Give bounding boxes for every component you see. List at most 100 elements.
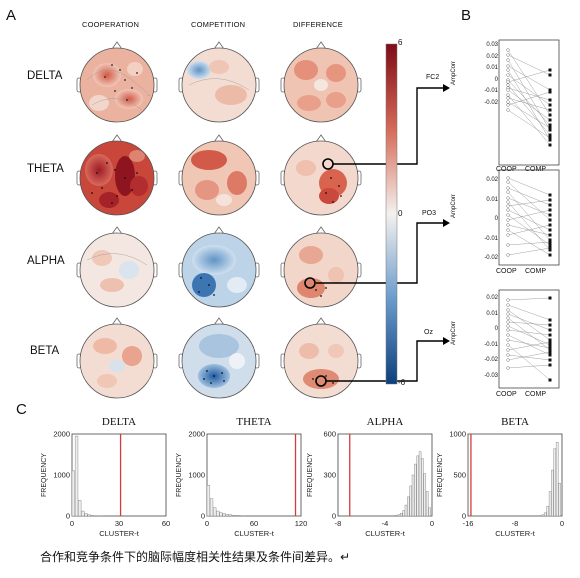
topomap-beta-cooperation bbox=[76, 317, 158, 399]
row-header-delta: DELTA bbox=[27, 70, 63, 82]
hist-bar bbox=[225, 514, 229, 517]
yticks-plot3: 0.02 0.01 0 -0.01 -0.02 -0.03 bbox=[478, 291, 498, 384]
topomap-delta-competition bbox=[178, 41, 260, 123]
colorbar-tick-max: 6 bbox=[398, 38, 403, 47]
ytick: -0.02 bbox=[484, 357, 498, 363]
topomap-theta-cooperation bbox=[76, 134, 158, 216]
connector-fc2 bbox=[333, 87, 443, 165]
x-tick-label: 0 bbox=[430, 519, 434, 528]
colorbar-tick-zero: 0 bbox=[398, 209, 403, 218]
hist-bar bbox=[206, 485, 211, 517]
hist-bar bbox=[558, 483, 561, 517]
hist-bar bbox=[216, 510, 220, 517]
hist-bar bbox=[87, 514, 91, 517]
colorbar-tick-min: -6 bbox=[398, 378, 406, 387]
hist-title-beta: BETA bbox=[501, 416, 529, 428]
hist-bar bbox=[421, 458, 424, 517]
x-tick-label: -16 bbox=[463, 519, 474, 528]
arrowhead-oz bbox=[443, 337, 450, 345]
ytick: 0.02 bbox=[486, 53, 498, 60]
y-tick-label: 0 bbox=[462, 512, 466, 521]
ytick: -0.01 bbox=[484, 235, 498, 242]
y-axis-label: FREQUENCY bbox=[41, 453, 48, 497]
ytick: -0.01 bbox=[484, 88, 498, 94]
ytick: 0.01 bbox=[486, 196, 498, 203]
y-tick-label: 0 bbox=[332, 512, 336, 521]
hist-bar bbox=[409, 485, 412, 517]
hist-bar bbox=[209, 498, 214, 517]
hist-bar bbox=[90, 515, 94, 517]
topomap-beta-difference bbox=[280, 317, 362, 399]
colorbar bbox=[385, 43, 398, 385]
hist-bar bbox=[219, 512, 223, 517]
ytick: 0 bbox=[494, 76, 498, 83]
channel-label-po3: PO3 bbox=[422, 210, 437, 217]
hist-bar bbox=[418, 451, 422, 517]
hist-bar bbox=[555, 441, 559, 517]
ytick: -0.02 bbox=[484, 255, 498, 261]
hist-bar bbox=[423, 473, 427, 517]
hist-bar bbox=[414, 463, 417, 517]
panel-letter-c: C bbox=[16, 401, 27, 418]
y-axis-label: FREQUENCY bbox=[176, 453, 183, 497]
y-tick-label: 300 bbox=[323, 471, 336, 480]
panel-letter-a: A bbox=[6, 7, 17, 24]
hist-frame bbox=[71, 433, 167, 517]
ytick: 0.01 bbox=[486, 65, 498, 71]
hist-bar bbox=[411, 474, 415, 517]
hist-title-theta: THETA bbox=[236, 416, 272, 428]
x-axis-label: CLUSTER-t bbox=[99, 529, 140, 538]
topomap-delta-cooperation bbox=[76, 41, 158, 123]
ylabel-ampcorr-1: AmpCorr bbox=[451, 60, 457, 85]
y-tick-label: 0 bbox=[201, 512, 205, 521]
y-axis-label: FREQUENCY bbox=[437, 453, 444, 497]
column-header-competition: COMPETITION bbox=[191, 20, 246, 29]
hist-bar bbox=[81, 510, 85, 517]
y-tick-label: 1000 bbox=[188, 471, 205, 480]
x-tick-label: -8 bbox=[512, 519, 519, 528]
x-tick-label: 0 bbox=[205, 519, 209, 528]
paired-plot-oz bbox=[498, 289, 560, 389]
y-tick-label: 2000 bbox=[188, 430, 205, 439]
hist-bar bbox=[548, 491, 552, 517]
ylabel-ampcorr-3: AmpCorr bbox=[451, 320, 457, 345]
x-axis-label: CLUSTER-t bbox=[365, 529, 406, 538]
ytick: 0.03 bbox=[486, 42, 498, 48]
hist-bar bbox=[74, 435, 79, 517]
ytick: -0.01 bbox=[484, 341, 498, 348]
y-tick-label: 2000 bbox=[53, 430, 70, 439]
topomap-alpha-difference bbox=[280, 226, 362, 308]
yticks-plot1: 0.03 0.02 0.01 0 -0.01 -0.02 bbox=[478, 40, 498, 109]
hist-bar bbox=[222, 513, 226, 517]
hist-bar bbox=[71, 470, 76, 517]
hist-bar bbox=[407, 496, 410, 517]
hist-bar bbox=[544, 512, 547, 517]
topomap-delta-difference bbox=[280, 41, 362, 123]
hist-bar bbox=[395, 515, 398, 517]
hist-frame bbox=[206, 433, 302, 517]
panel-b-plots bbox=[498, 39, 560, 389]
hist-bar bbox=[551, 469, 554, 517]
hist-bar bbox=[78, 500, 82, 517]
topomap-grid bbox=[76, 41, 450, 399]
hist-bar bbox=[428, 507, 431, 517]
hist-bar bbox=[553, 448, 557, 517]
ytick: 0.01 bbox=[486, 310, 498, 317]
hist-bar bbox=[416, 455, 419, 517]
hist-bar bbox=[400, 513, 403, 517]
ylabel-ampcorr-2: AmpCorr bbox=[451, 193, 457, 218]
hist-frame bbox=[467, 433, 563, 517]
ytick: 0 bbox=[494, 326, 498, 332]
xtick-coop-3: COOP bbox=[496, 391, 517, 398]
x-tick-label: 0 bbox=[560, 519, 564, 528]
ytick: -0.03 bbox=[484, 372, 498, 379]
hist-bar bbox=[231, 514, 236, 517]
paired-plot-fc2 bbox=[498, 39, 560, 166]
row-header-alpha: ALPHA bbox=[27, 255, 65, 267]
x-axis-label: CLUSTER-t bbox=[495, 529, 536, 538]
y-tick-label: 600 bbox=[323, 430, 336, 439]
hist-bar bbox=[234, 515, 239, 517]
topomap-alpha-cooperation bbox=[76, 226, 158, 308]
hist-bar bbox=[402, 510, 405, 517]
